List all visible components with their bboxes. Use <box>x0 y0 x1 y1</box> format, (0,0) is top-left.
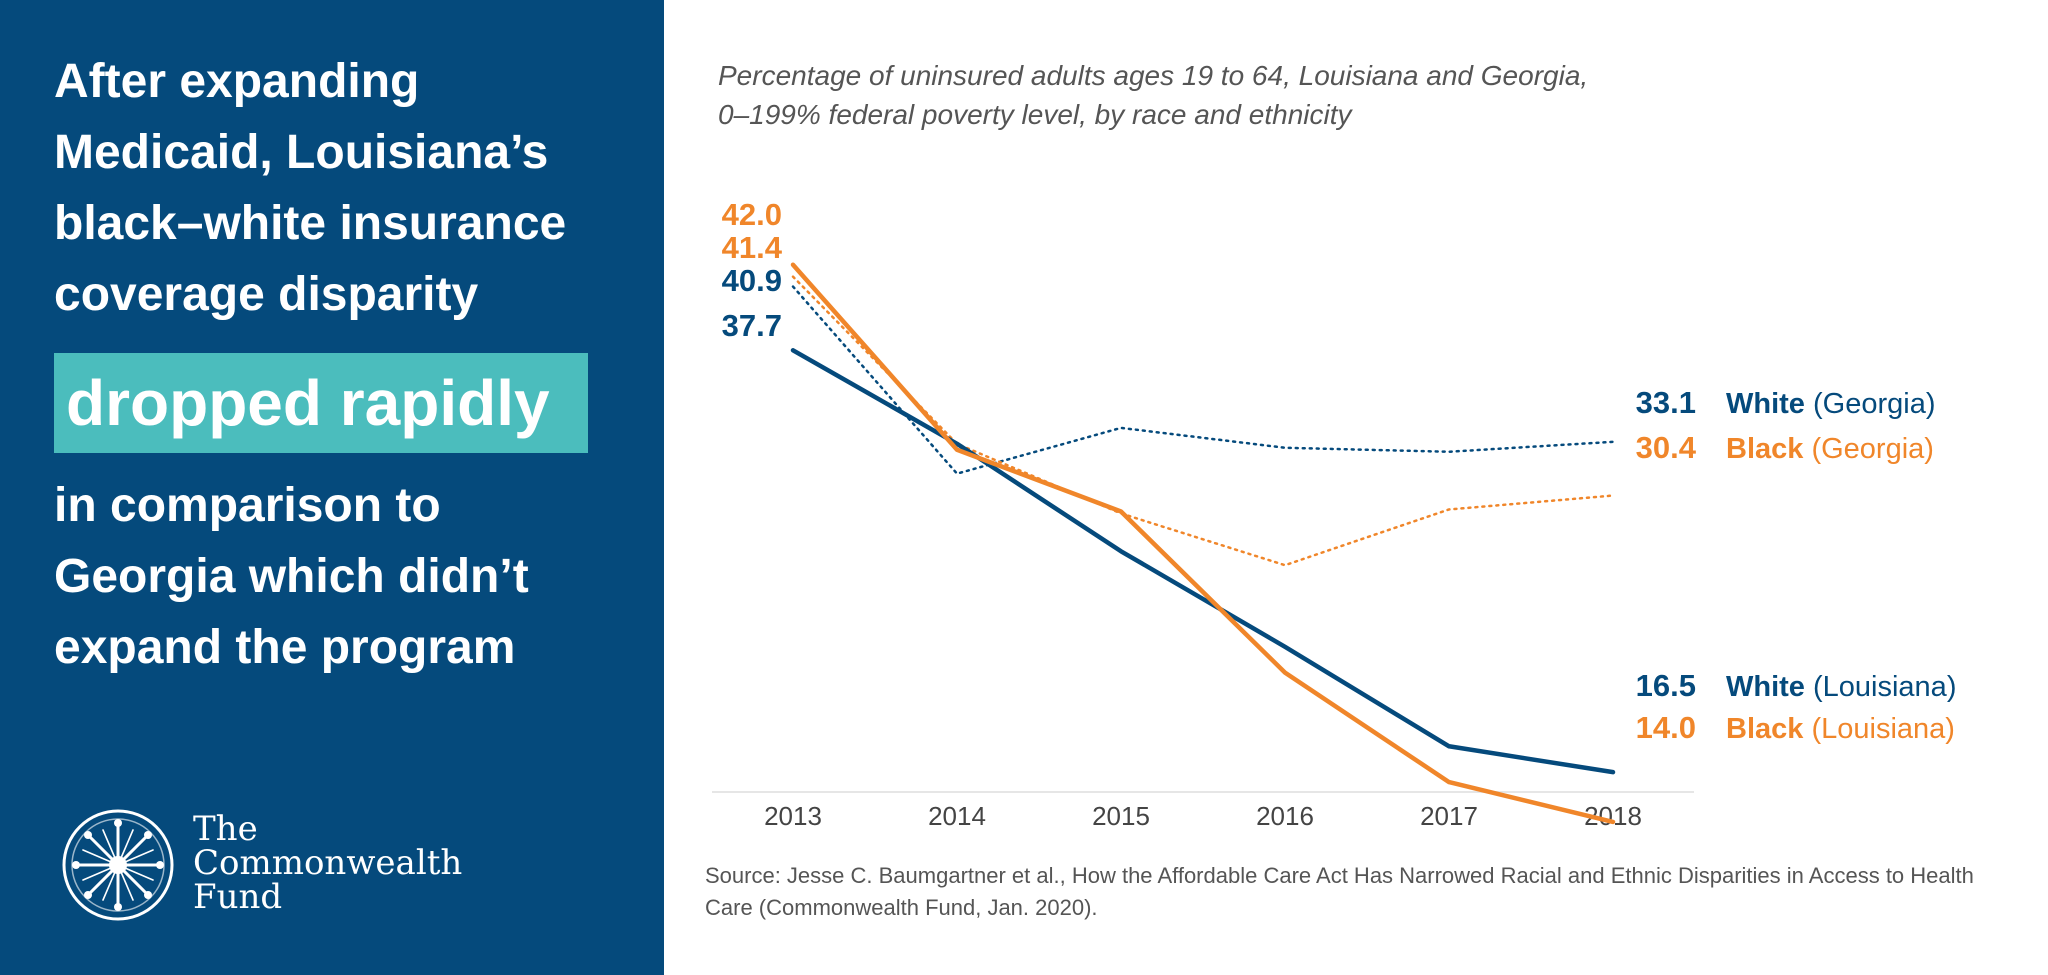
end-value-label: 16.5 <box>1636 668 1696 703</box>
series-race-text: White <box>1726 671 1813 703</box>
start-value-label: 41.4 <box>722 230 783 265</box>
chart-subtitle: Percentage of uninsured adults ages 19 t… <box>718 56 1678 134</box>
series-label-black-la: Black (Louisiana) <box>1726 713 1955 745</box>
headline-line: Medicaid, Louisiana’s <box>54 126 549 179</box>
x-tick-label: 2015 <box>1092 801 1150 831</box>
left-panel: After expanding Medicaid, Louisiana’s bl… <box>0 0 664 975</box>
source-line: Source: Jesse C. Baumgartner et al., How… <box>705 863 1974 888</box>
source-line: Care (Commonwealth Fund, Jan. 2020). <box>705 895 1098 920</box>
headline-line: in comparison to <box>54 479 441 532</box>
headline-line: expand the program <box>54 621 516 674</box>
series-line-white-ga <box>791 285 1615 475</box>
highlight-text: dropped rapidly <box>66 367 550 439</box>
source-note: Source: Jesse C. Baumgartner et al., How… <box>705 860 2025 924</box>
series-label-white-ga: White (Georgia) <box>1726 388 1936 420</box>
x-tick-label: 2013 <box>764 801 822 831</box>
headline-top: After expanding Medicaid, Louisiana’s bl… <box>54 46 614 330</box>
series-line-white-la <box>790 348 1616 775</box>
series-state-text: (Louisiana) <box>1811 713 1954 745</box>
x-tick-label: 2016 <box>1256 801 1314 831</box>
headline-bottom: in comparison to Georgia which didn’t ex… <box>54 470 614 683</box>
series-race-text: White <box>1726 388 1813 420</box>
headline-line: After expanding <box>54 55 420 108</box>
headline-line: Georgia which didn’t <box>54 550 529 603</box>
headline-line: black–white insurance <box>54 197 567 250</box>
series-state-text: (Louisiana) <box>1813 671 1956 703</box>
series-line-black-la <box>790 262 1616 825</box>
series-state-text: (Georgia) <box>1813 388 1936 420</box>
start-value-label: 42.0 <box>722 197 782 232</box>
series-state-text: (Georgia) <box>1811 433 1934 465</box>
logo-line: The <box>193 809 258 849</box>
highlight-box: dropped rapidly <box>54 353 588 453</box>
line-chart: 2013 2014 2015 2016 2017 201842.041.440.937.7… <box>712 197 1956 831</box>
start-value-label: 37.7 <box>722 308 782 343</box>
x-tick-label: 2017 <box>1420 801 1478 831</box>
series-race-text: Black <box>1726 433 1811 465</box>
end-value-label: 30.4 <box>1636 430 1697 465</box>
subtitle-line: 0–199% federal poverty level, by race an… <box>718 99 1352 130</box>
start-value-label: 40.9 <box>722 263 782 298</box>
commonwealth-fund-logo-icon <box>62 809 174 921</box>
end-value-label: 33.1 <box>1636 385 1696 420</box>
logo-wordmark: The Commonwealth Fund <box>193 812 462 914</box>
x-tick-label: 2014 <box>928 801 986 831</box>
series-label-white-la: White (Louisiana) <box>1726 671 1956 703</box>
logo-line: Commonwealth <box>193 843 463 883</box>
end-value-label: 14.0 <box>1636 710 1696 745</box>
headline-line: coverage disparity <box>54 268 479 321</box>
subtitle-line: Percentage of uninsured adults ages 19 t… <box>718 60 1589 91</box>
series-label-black-ga: Black (Georgia) <box>1726 433 1934 465</box>
series-race-text: Black <box>1726 713 1811 745</box>
logo-line: Fund <box>193 877 283 917</box>
